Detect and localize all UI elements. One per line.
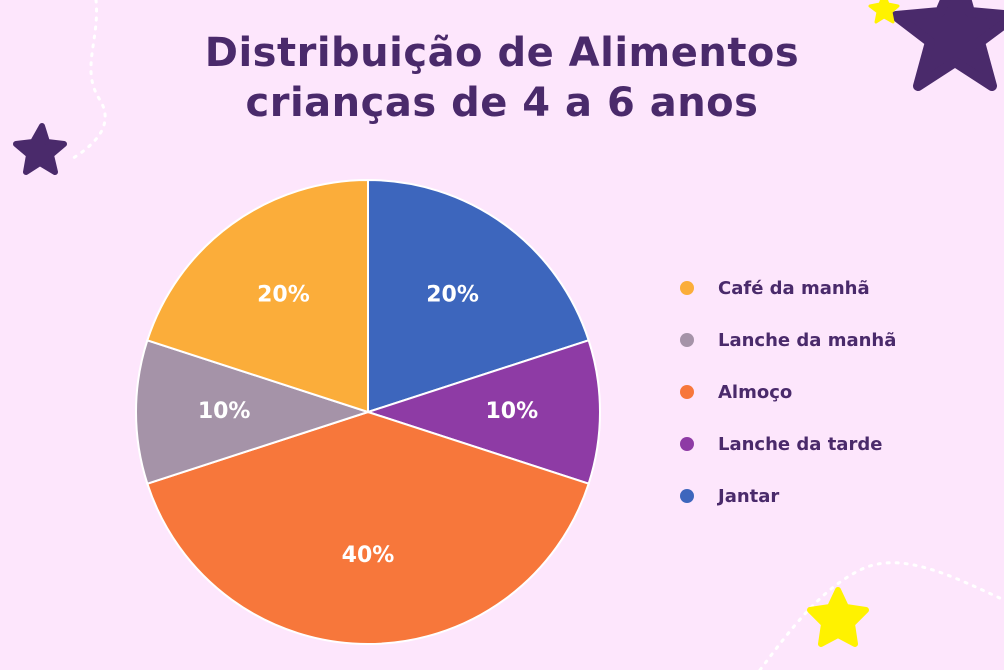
legend-item: Almoço bbox=[680, 366, 1000, 418]
pie-slice-almoço bbox=[146, 410, 590, 645]
pie-slice-jantar bbox=[367, 178, 590, 414]
legend-swatch bbox=[680, 281, 694, 295]
legend-label: Lanche da manhã bbox=[718, 329, 897, 351]
legend-swatch bbox=[680, 385, 694, 399]
chart-title-line-1: Distribuição de Alimentos bbox=[204, 30, 800, 76]
pie-slice-label: 20% bbox=[426, 283, 479, 308]
star-yellow-top-icon bbox=[868, 0, 900, 24]
legend-item: Café da manhã bbox=[680, 262, 1000, 314]
star-dark-top-right-icon bbox=[891, 0, 1004, 91]
legend-item: Lanche da manhã bbox=[680, 314, 1000, 366]
chart-title: Distribuição de Alimentos crianças de 4 … bbox=[0, 28, 1004, 128]
pie-slice-lanche-da-manhã bbox=[135, 339, 372, 485]
dotted-trail-left bbox=[68, 0, 107, 162]
legend-label: Jantar bbox=[718, 485, 780, 507]
legend-swatch bbox=[680, 333, 694, 347]
pie-slice-lanche-da-tarde bbox=[364, 339, 601, 485]
legend-swatch bbox=[680, 437, 694, 451]
pie-slice-label: 40% bbox=[342, 543, 395, 568]
legend-label: Almoço bbox=[718, 381, 793, 403]
pie-slice-label: 20% bbox=[257, 283, 310, 308]
pie-slice-café-da-manhã bbox=[146, 178, 369, 414]
chart-title-line-2: crianças de 4 a 6 anos bbox=[245, 80, 759, 126]
legend-item: Jantar bbox=[680, 470, 1000, 522]
legend-swatch bbox=[680, 489, 694, 503]
star-yellow-bottom-icon bbox=[807, 587, 869, 647]
dotted-trail-bottom-right bbox=[758, 561, 1004, 670]
pie-slice-label: 10% bbox=[486, 399, 539, 424]
star-dark-left-icon bbox=[13, 123, 67, 175]
chart-legend: Café da manhã Lanche da manhã Almoço Lanche… bbox=[680, 262, 1000, 522]
legend-label: Lanche da tarde bbox=[718, 433, 883, 455]
pie-slice-label: 10% bbox=[198, 399, 251, 424]
legend-item: Lanche da tarde bbox=[680, 418, 1000, 470]
legend-label: Café da manhã bbox=[718, 277, 870, 299]
